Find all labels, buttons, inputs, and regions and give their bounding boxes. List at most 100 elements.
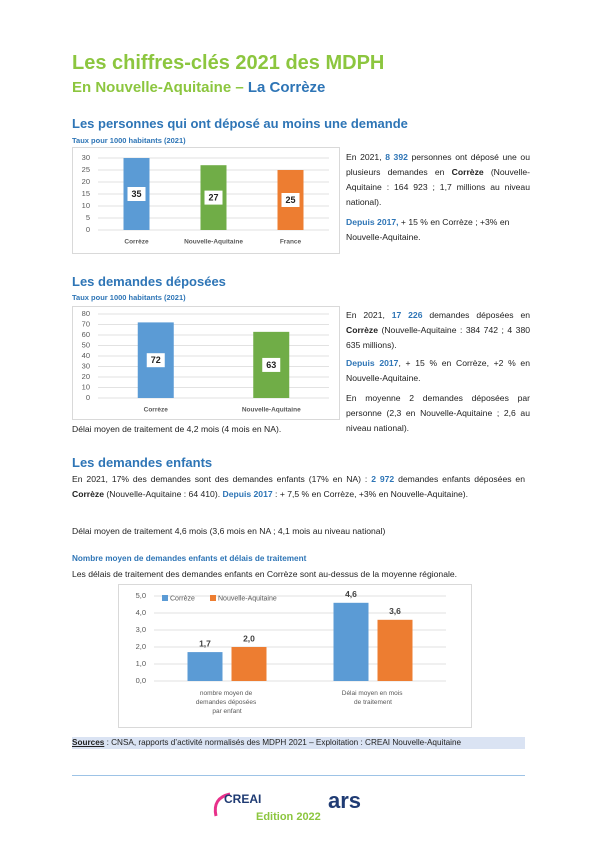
- label-box: [262, 357, 281, 372]
- chart-subtitle: Taux pour 1000 habitants (2021): [72, 293, 186, 302]
- y-tick-label: 0,0: [136, 676, 146, 685]
- text: personnes ont déposé une ou plusieurs de…: [346, 152, 530, 177]
- y-tick-label: 20: [82, 372, 90, 381]
- paragraph: En 2021, 8 392 personnes ont déposé une …: [346, 150, 530, 210]
- logo-text: CREAI: [224, 792, 261, 806]
- logo-ars: ars: [328, 788, 361, 813]
- paragraph: Depuis 2017, + 15 % en Corrèze, +2 % en …: [346, 356, 530, 386]
- label-box: [281, 193, 300, 207]
- y-tick-label: 10: [82, 382, 90, 391]
- chart-subtitle: Taux pour 1000 habitants (2021): [72, 136, 186, 145]
- x-tick-label: Délai moyen en mois de traitement: [342, 690, 405, 706]
- value-label: 63: [266, 360, 276, 370]
- paragraph: En 2021, 17 226 demandes déposées en Cor…: [346, 308, 530, 353]
- legend-swatch: [210, 595, 216, 601]
- text: + 15 % en Corrèze ; +3% en Nouvelle-Aqui…: [346, 217, 510, 242]
- y-tick-label: 50: [82, 340, 90, 349]
- figure: 8 392: [385, 152, 408, 162]
- text: (Nouvelle-Aquitaine : 164 923 ; 1,7 mill…: [346, 167, 530, 207]
- section-heading: Les personnes qui ont déposé au moins un…: [72, 116, 408, 131]
- y-tick-label: 0: [86, 225, 90, 234]
- y-tick-label: 4,0: [136, 608, 146, 617]
- paragraph: En moyenne 2 demandes déposées par perso…: [346, 393, 530, 433]
- title: Les chiffres-clés 2021 des MDPH: [72, 52, 385, 74]
- subtitle: En Nouvelle-Aquitaine – La Corrèze: [72, 79, 325, 96]
- value-label: 4,6: [345, 589, 357, 599]
- legend-label: Nouvelle-Aquitaine: [218, 595, 277, 602]
- text: Depuis 2017: [222, 489, 273, 499]
- text: Depuis 2017: [346, 358, 399, 368]
- paragraph: Délai moyen de traitement 4,6 mois (3,6 …: [72, 526, 386, 536]
- text: demandes déposées en: [422, 310, 530, 320]
- section-heading: Les demandes enfants: [72, 455, 213, 470]
- y-tick-label: 80: [82, 309, 90, 318]
- text: demandes enfants déposées en: [394, 474, 525, 484]
- intro: Les délais de traitement des demandes en…: [72, 569, 458, 579]
- value-label: 25: [285, 195, 295, 205]
- sources-label: Sources: [72, 738, 105, 747]
- value-label: 27: [208, 192, 218, 202]
- figure: 2 972: [371, 474, 395, 484]
- value-label: 2,0: [243, 633, 255, 643]
- text: En 2021,: [346, 152, 386, 162]
- y-tick-label: 40: [82, 351, 90, 360]
- paragraph: En 2021, 17% des demandes sont des deman…: [72, 472, 525, 502]
- y-tick-label: 60: [82, 330, 90, 339]
- text: (Nouvelle-Aquitaine : 384 742 ; 4 380 63…: [346, 325, 530, 350]
- value-label: 1,7: [199, 638, 211, 648]
- bar: [231, 647, 267, 681]
- bar: [377, 619, 413, 681]
- subtitle-text: En Nouvelle-Aquitaine –: [72, 79, 244, 96]
- logo-text: ars: [328, 788, 361, 813]
- section-heading: Les demandes déposées: [72, 274, 226, 289]
- label-box: [146, 353, 165, 368]
- text: , + 15 % en Corrèze, +2 % en Nouvelle-Aq…: [346, 358, 530, 383]
- label-box: [127, 187, 146, 201]
- y-tick-label: 5: [86, 213, 90, 222]
- y-tick-label: 20: [82, 177, 90, 186]
- y-tick-label: 3,0: [136, 625, 146, 634]
- value-label: 72: [151, 355, 161, 365]
- logo-creai: CREAI: [213, 792, 261, 817]
- subtitle-highlight: La Corrèze: [247, 79, 326, 96]
- x-tick-label: Corrèze: [144, 407, 169, 414]
- x-tick-label: nombre moyen de demandes déposées par en…: [196, 690, 258, 715]
- y-tick-label: 10: [82, 201, 90, 210]
- y-tick-label: 25: [82, 165, 90, 174]
- bar: [333, 602, 369, 681]
- x-tick-label: France: [280, 239, 302, 246]
- chart-title: Nombre moyen de demandes enfants et déla…: [72, 554, 307, 563]
- y-tick-label: 15: [82, 189, 90, 198]
- bar: [187, 652, 223, 681]
- y-tick-label: 5,0: [136, 591, 146, 600]
- y-tick-label: 70: [82, 319, 90, 328]
- chart: 0 5 10 15 20 25 30 Corrèze Nouvelle-Aquitaine Fra…: [72, 147, 340, 254]
- logo-swoosh: [213, 792, 231, 817]
- note: Délai moyen de traitement de 4,2 mois (4…: [72, 424, 282, 434]
- text: (Nouvelle-Aquitaine : 64 410).: [104, 489, 223, 499]
- text: Corrèze: [346, 325, 378, 335]
- text: Corrèze: [72, 489, 104, 499]
- text: Depuis 2017,: [346, 217, 399, 227]
- label-box: [204, 190, 223, 205]
- y-tick-label: 0: [86, 393, 90, 402]
- text: En 2021, 17% des demandes sont des deman…: [72, 474, 372, 484]
- x-tick-label: Nouvelle-Aquitaine: [242, 407, 301, 414]
- chart: 0,0 1,0 2,0 3,0 4,0 5,0 nombre moyen de demand…: [118, 584, 472, 728]
- y-tick-label: 2,0: [136, 642, 146, 651]
- y-tick-label: 1,0: [136, 659, 146, 668]
- value-label: 3,6: [389, 606, 401, 616]
- y-tick-label: 30: [82, 153, 90, 162]
- sources: Sources : CNSA, rapports d’activité norm…: [72, 737, 525, 749]
- text: Corrèze: [451, 167, 484, 177]
- text: : + 7,5 % en Corrèze, +3% en Nouvelle-Aq…: [272, 489, 469, 499]
- y-tick-label: 30: [82, 361, 90, 370]
- legend-label: Corrèze: [170, 595, 195, 602]
- value-label: 35: [131, 189, 141, 199]
- figure: 17 226: [391, 310, 423, 320]
- paragraph: Depuis 2017, + 15 % en Corrèze ; +3% en …: [346, 215, 530, 245]
- edition: Edition 2022: [256, 811, 321, 823]
- x-tick-label: Nouvelle-Aquitaine: [184, 239, 243, 246]
